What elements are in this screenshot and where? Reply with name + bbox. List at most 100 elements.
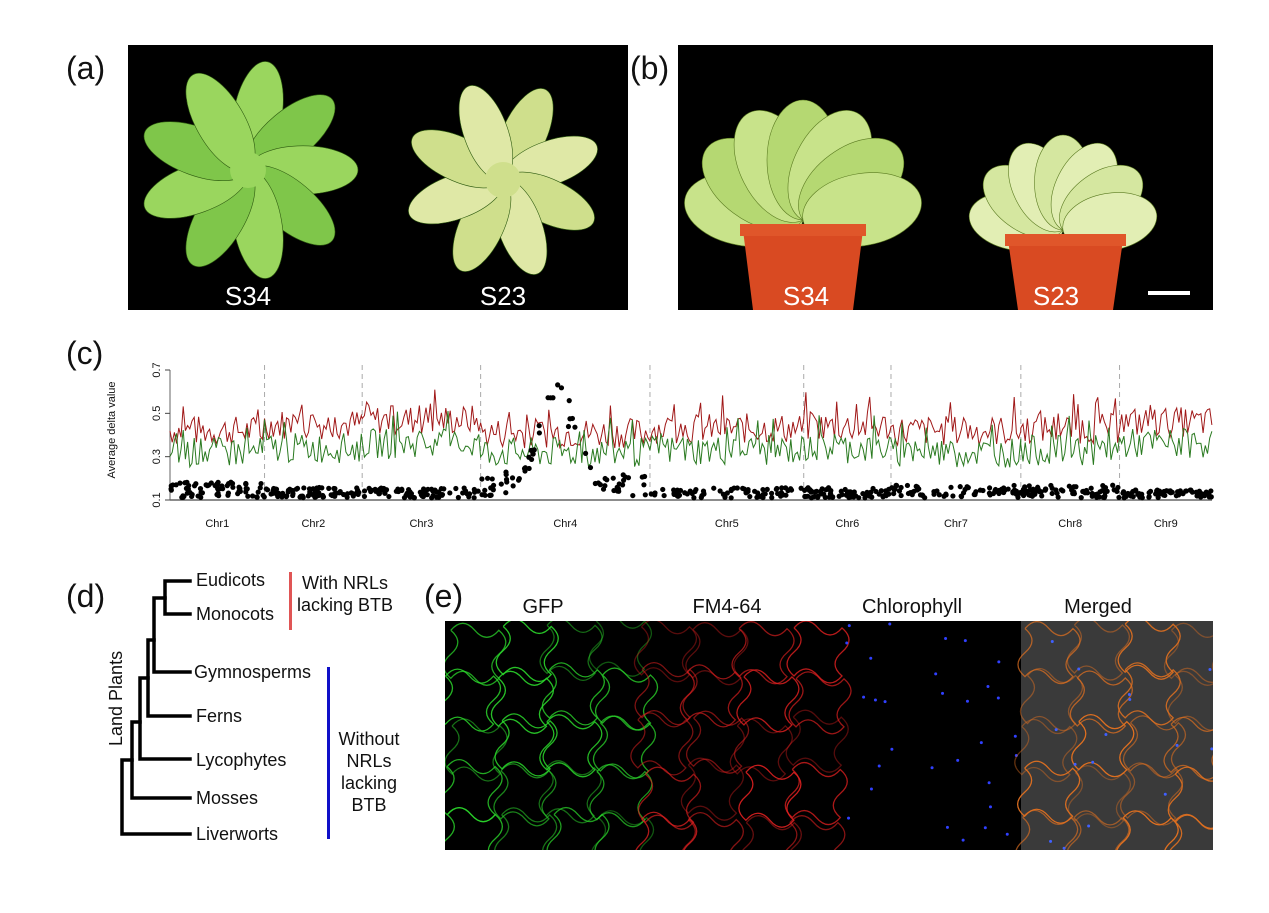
snp-point [774, 485, 780, 492]
snp-point [337, 488, 343, 495]
rosette-plants-drawing [143, 61, 598, 279]
snp-point [625, 475, 632, 481]
snp-point [378, 485, 384, 491]
snp-point [566, 398, 572, 404]
chloroplast-dot [988, 805, 992, 809]
y-axis-label: Average delta value [106, 381, 118, 478]
cell-outline [738, 764, 802, 828]
snp-point [889, 485, 895, 491]
snp-point [764, 486, 770, 492]
snp-point [263, 486, 269, 492]
snp-point [692, 488, 698, 495]
snp-point [642, 492, 648, 498]
panel-c-label: (c) [66, 335, 104, 371]
group-without-line3: lacking [340, 773, 398, 793]
snp-point [1005, 486, 1011, 492]
taxon-eudicots: Eudicots [196, 570, 266, 590]
snp-point [914, 484, 920, 490]
taxon-mosses: Mosses [196, 788, 259, 808]
snp-point [819, 486, 825, 492]
snp-point [215, 479, 221, 485]
sample-label-s34: S34 [782, 281, 830, 310]
chloroplast-dot [862, 695, 866, 699]
cell-outline [594, 667, 659, 731]
cell-outline [680, 757, 745, 821]
snp-point [782, 485, 789, 491]
snp-point [964, 484, 970, 490]
snp-point [1100, 494, 1106, 500]
chloroplast-dot [983, 826, 987, 830]
group-bar-without-nrls [327, 667, 330, 839]
snp-point [285, 489, 291, 495]
cell-outline [742, 815, 802, 850]
snp-point [660, 486, 666, 493]
snp-point [293, 486, 300, 492]
chloroplast-dot [845, 641, 849, 645]
snp-point [1115, 484, 1121, 491]
snp-point [1069, 487, 1075, 493]
chloroplast-dot [869, 656, 873, 660]
panel-b-photo-potted: S34 S23 [678, 45, 1213, 310]
snp-point [821, 491, 827, 497]
snp-point [898, 484, 904, 491]
snp-point [728, 495, 734, 501]
cell-outline [1163, 622, 1213, 686]
microscopy-panel [445, 621, 1213, 850]
cell-outline [731, 621, 795, 685]
snp-point [1128, 493, 1134, 499]
cell-outline [538, 760, 602, 824]
group-with-line2: lacking BTB [297, 595, 394, 615]
snp-point [181, 493, 187, 499]
cell-outline [546, 806, 610, 850]
snp-point [769, 495, 775, 501]
snp-point [249, 493, 256, 499]
cell-outline [630, 712, 694, 776]
snp-point [911, 488, 917, 494]
snp-point [243, 485, 249, 492]
sample-label-s34: S34 [224, 281, 272, 310]
chloroplast-dot [986, 685, 990, 689]
panel-a-label: (a) [66, 50, 106, 86]
snp-point [237, 488, 243, 495]
snp-point [203, 482, 209, 488]
snp-point [536, 430, 542, 436]
snp-point [420, 493, 427, 500]
snp-point [1146, 494, 1152, 500]
snp-point [905, 490, 912, 497]
snp-point [740, 485, 746, 491]
snp-point [1020, 492, 1027, 499]
snp-point [424, 492, 430, 498]
snp-point [778, 493, 784, 499]
snp-point [1133, 487, 1139, 493]
chromosome-label: Chr2 [301, 518, 325, 530]
chromosome-label: Chr3 [409, 518, 433, 530]
flower-pot [743, 230, 863, 310]
cell-outline [1167, 766, 1213, 830]
snp-point [919, 492, 925, 498]
snp-point [980, 487, 986, 494]
cell-outline [592, 715, 657, 779]
snp-point [880, 493, 886, 499]
snp-point [1193, 489, 1199, 495]
group-with-line1: With NRLs [302, 573, 389, 593]
snp-point [565, 423, 572, 430]
delta-value-chart: Average delta value 0.1 0.3 0.5 0.7 Chr1 Chr2… [106, 362, 1214, 530]
snp-point [406, 487, 412, 493]
sample-label-s23: S23 [479, 281, 527, 310]
snp-point [582, 450, 589, 456]
chloroplast-dot [1175, 743, 1179, 747]
chloroplast-dot [944, 636, 948, 640]
chloroplast-dot [956, 758, 960, 762]
snp-point [936, 492, 942, 498]
snp-point [883, 488, 889, 494]
snp-point [425, 486, 431, 492]
snp-point [957, 484, 963, 490]
snp-point [184, 479, 190, 485]
snp-point [312, 487, 318, 493]
y-tick-label: 0.5 [151, 406, 163, 421]
snp-point [1026, 483, 1032, 489]
snp-point [354, 487, 361, 493]
snp-point [504, 479, 510, 485]
snp-point [408, 491, 415, 497]
group-bar-with-nrls [289, 572, 292, 630]
